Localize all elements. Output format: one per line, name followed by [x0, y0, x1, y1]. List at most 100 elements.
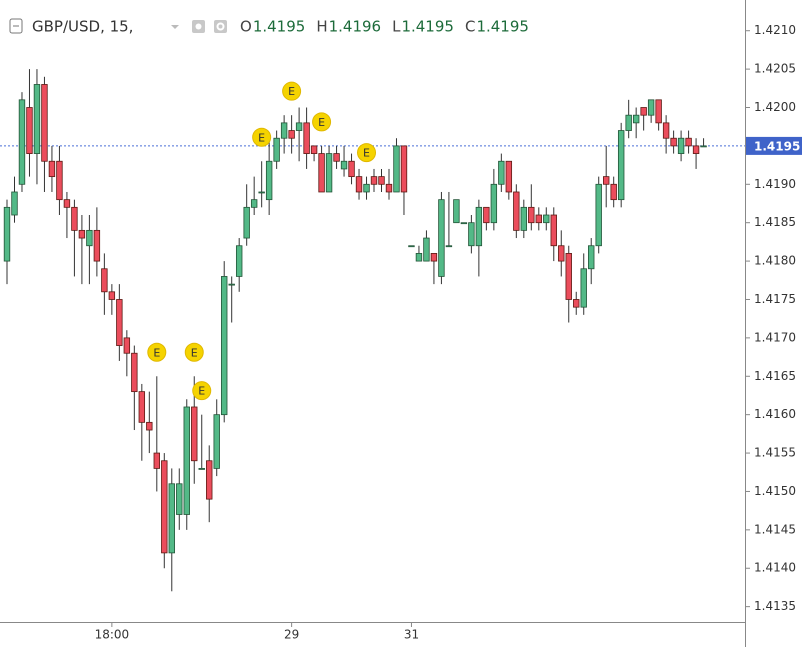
candle-body: [610, 183, 617, 201]
candle-body: [26, 107, 33, 154]
candle-body: [528, 206, 535, 224]
candle-body: [438, 199, 445, 277]
y-tick-label: 1.4200: [754, 100, 796, 114]
ohlc-value: 1.4196: [329, 18, 382, 36]
candle-body: [468, 222, 475, 247]
ohlc-label: O: [240, 18, 252, 36]
settings-icon[interactable]: [214, 20, 227, 33]
y-tick-label: 1.4140: [754, 561, 796, 575]
candle-body: [363, 183, 370, 193]
y-tick-label: 1.4155: [754, 446, 796, 460]
candle-body: [400, 145, 408, 193]
candle-body: [63, 199, 71, 208]
event-marker[interactable]: [147, 342, 167, 362]
event-label: E: [198, 385, 205, 398]
candle-body: [445, 245, 453, 248]
y-tick-label: 1.4180: [754, 254, 796, 268]
candle-body: [310, 145, 318, 154]
candle-body: [71, 206, 78, 231]
eye-icon-pupil: [195, 23, 202, 30]
candle-body: [288, 130, 295, 139]
candle-body: [655, 99, 662, 124]
candle-body: [213, 414, 220, 469]
candle-body: [393, 145, 400, 193]
header: GBP/USD, 15, O 1.4195 H 1.4196 L 1.4195 C 1.419…: [9, 18, 529, 36]
candle-body: [535, 214, 542, 224]
candle-body: [595, 183, 602, 247]
candle-body: [198, 468, 205, 470]
candle-body: [498, 160, 505, 185]
candle-body: [161, 460, 168, 554]
candle-body: [123, 337, 131, 354]
candle-body: [303, 122, 310, 154]
candle-body: [18, 99, 26, 185]
candle-body: [490, 183, 498, 224]
candle-body: [206, 460, 213, 500]
candle-body: [520, 206, 528, 231]
candle-body: [475, 206, 483, 247]
symbol-title: GBP/USD, 15,: [32, 18, 133, 36]
candle-body: [640, 107, 647, 116]
candle-body: [423, 237, 430, 262]
candle-body: [355, 176, 363, 193]
last-price-tag: [746, 136, 802, 155]
ohlc-label: C: [465, 18, 475, 36]
y-tick-label: 1.4160: [754, 407, 796, 421]
last-price-label: 1.4195: [754, 139, 800, 153]
candle-body: [93, 229, 101, 262]
event-label: E: [258, 131, 265, 144]
candle-body: [318, 153, 325, 193]
candle-body: [146, 421, 153, 431]
candle-body: [632, 114, 640, 124]
x-tick-label: 31: [404, 628, 419, 642]
candle-body: [138, 391, 146, 423]
candle-body: [48, 160, 56, 178]
candle-body: [33, 84, 41, 154]
candle-body: [588, 245, 595, 270]
candle-body: [228, 283, 235, 286]
event-label: E: [363, 147, 370, 160]
candle-body: [86, 229, 93, 247]
event-marker[interactable]: [282, 81, 302, 101]
candle-body: [243, 206, 250, 239]
candle-body: [168, 483, 175, 554]
candle-body: [235, 245, 243, 277]
y-tick-label: 1.4205: [754, 62, 796, 76]
candle-body: [700, 145, 707, 148]
collapse-icon[interactable]: [9, 18, 23, 34]
candle-body: [265, 160, 273, 201]
candle-body: [453, 199, 460, 224]
event-marker[interactable]: [184, 342, 204, 362]
ohlc-label: H: [316, 18, 327, 36]
x-tick-label: 18:00: [95, 628, 130, 642]
event-marker[interactable]: [312, 112, 332, 132]
y-tick-label: 1.4150: [754, 484, 796, 498]
ohlc-label: L: [392, 18, 401, 36]
candle-body: [565, 253, 572, 300]
y-tick-label: 1.4190: [754, 177, 796, 191]
candle-body: [483, 206, 490, 224]
candle-body: [625, 114, 632, 131]
event-marker[interactable]: [252, 127, 272, 147]
event-marker[interactable]: [357, 143, 377, 163]
candle-body: [378, 176, 385, 185]
dropdown-arrow[interactable]: [171, 25, 179, 29]
candle-body: [153, 452, 160, 469]
candle-body: [460, 222, 468, 225]
y-tick-label: 1.4165: [754, 369, 796, 383]
ohlc-value: 1.4195: [476, 18, 529, 36]
candle-body: [685, 137, 692, 147]
event-marker[interactable]: [192, 381, 212, 401]
candle-body: [340, 160, 348, 170]
settings-icon-gear: [216, 22, 225, 31]
event-label: E: [318, 116, 325, 129]
candle-body: [116, 299, 123, 346]
candle-body: [513, 191, 520, 231]
candle-body: [692, 145, 700, 154]
candle-body: [617, 130, 625, 201]
candle-body: [333, 153, 340, 162]
y-tick-label: 1.4135: [754, 599, 796, 613]
candle-body: [550, 214, 557, 247]
